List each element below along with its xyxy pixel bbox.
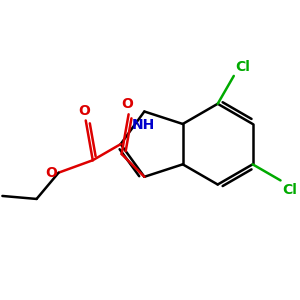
Text: O: O (78, 103, 90, 118)
Text: O: O (45, 166, 57, 180)
Text: Cl: Cl (235, 60, 250, 74)
Text: Cl: Cl (282, 183, 297, 197)
Text: O: O (121, 98, 133, 111)
Text: NH: NH (131, 118, 154, 132)
